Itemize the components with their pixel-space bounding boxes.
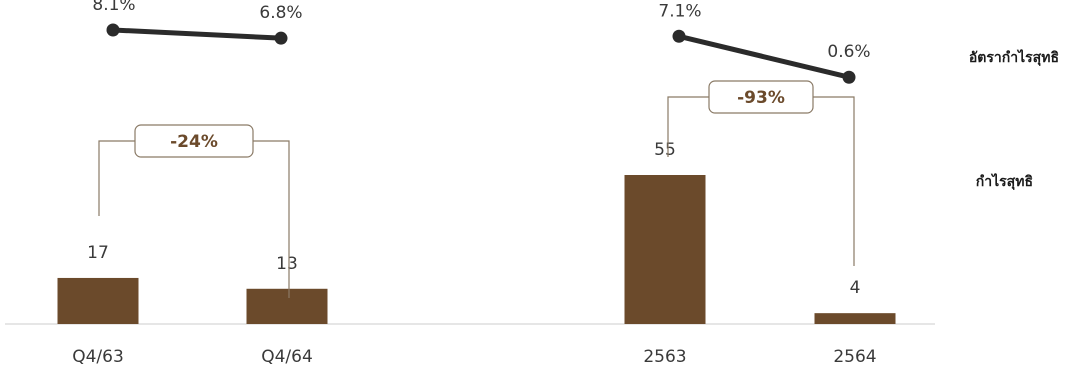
bar-2564 — [814, 313, 896, 324]
change-box — [134, 124, 254, 158]
legend-net-profit: กำไรสุทธิ — [975, 174, 1033, 190]
change-label: -24% — [170, 132, 218, 152]
bar-label-2564: 4 — [850, 278, 861, 298]
change-box — [708, 80, 814, 114]
margin-label-Q4/63: 8.1% — [92, 0, 135, 15]
x-tick-2563: 2563 — [643, 347, 686, 367]
change-bracket — [98, 140, 290, 298]
bar-Q4/63 — [57, 277, 139, 324]
change-label: -93% — [737, 88, 785, 108]
margin-line — [112, 27, 282, 41]
bar-label-2563: 55 — [654, 140, 676, 160]
x-tick-Q4/64: Q4/64 — [261, 347, 313, 367]
x-tick-Q4/63: Q4/63 — [72, 347, 124, 367]
bar-label-Q4/63: 17 — [87, 243, 109, 263]
margin-line — [678, 33, 850, 80]
margin-point-Q4/63 — [106, 23, 120, 37]
margin-point-Q4/64 — [274, 31, 288, 45]
margin-label-2564: 0.6% — [827, 42, 870, 62]
bar-Q4/64 — [246, 288, 328, 324]
year-comparison-group: 55 4 2563 2564 7.1% 0.6% -93% — [624, 1, 896, 367]
bar-label-Q4/64: 13 — [276, 254, 298, 274]
margin-point-2564 — [842, 70, 856, 84]
margin-label-Q4/64: 6.8% — [259, 3, 302, 23]
bar-2563 — [624, 175, 706, 324]
quarter-comparison-group: 17 13 Q4/63 Q4/64 8.1% 6.8% -24% — [57, 0, 328, 367]
x-tick-2564: 2564 — [833, 347, 876, 367]
margin-label-2563: 7.1% — [658, 1, 701, 21]
margin-point-2563 — [672, 29, 686, 43]
legend-net-profit-margin: อัตรากำไรสุทธิ — [968, 50, 1059, 66]
